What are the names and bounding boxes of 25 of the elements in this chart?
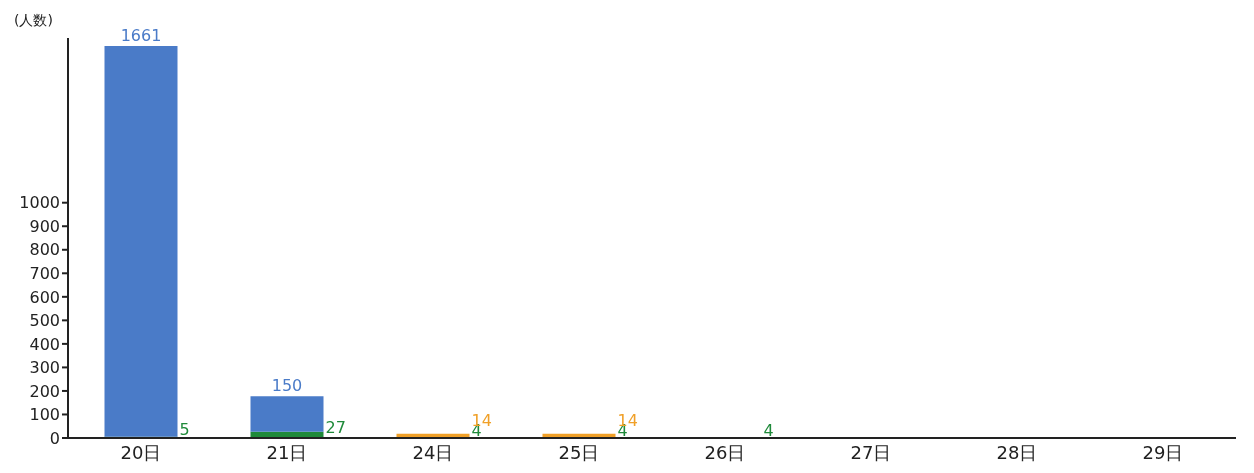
- y-tick-label: 500: [29, 311, 60, 331]
- y-tick-label: 900: [29, 216, 60, 236]
- y-tick-label: 400: [29, 334, 60, 354]
- y-tick-label: 800: [29, 240, 60, 260]
- x-tick-label: 24日: [412, 441, 454, 463]
- x-tick-label: 26日: [704, 441, 746, 463]
- x-tick-label: 29日: [1142, 441, 1184, 463]
- x-tick-label: 21日: [266, 441, 308, 463]
- data-label: 5: [179, 420, 190, 440]
- x-tick-label: 20日: [120, 441, 162, 463]
- y-tick-label: 100: [29, 405, 60, 425]
- data-label: 1661: [120, 26, 162, 45]
- y-tick-label: 0: [49, 428, 60, 448]
- x-tick-label: 25日: [558, 441, 600, 463]
- y-tick-label: 1000: [19, 193, 60, 213]
- y-tick-label: 700: [29, 263, 60, 283]
- y-tick-label: 600: [29, 287, 60, 307]
- y-axis-title: (人数): [14, 12, 53, 30]
- data-label: 150: [271, 376, 303, 396]
- y-tick-label: 300: [29, 358, 60, 378]
- x-tick-label: 27日: [850, 441, 892, 463]
- x-tick-label: 28日: [996, 441, 1038, 463]
- data-label: 4: [763, 420, 774, 440]
- y-tick-label: 200: [29, 381, 60, 401]
- data-label: 27: [325, 417, 346, 437]
